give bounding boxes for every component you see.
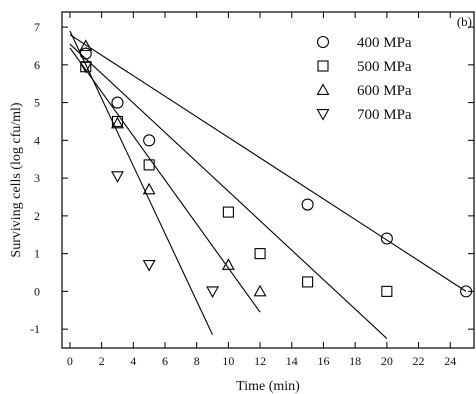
plot-frame-group: [61, 11, 475, 349]
legend-marker: [316, 83, 330, 95]
y-tick-label: -1: [30, 322, 40, 336]
data-point: [381, 285, 393, 297]
legend-label: 700 MPa: [357, 107, 412, 123]
legend-marker: [316, 109, 330, 121]
x-axis: 0 2 4 6 8 10 12 14 16 18 20 22 24: [67, 12, 456, 368]
fit-line: [69, 30, 214, 336]
legend-label: 600 MPa: [357, 83, 412, 99]
data-point: [302, 276, 314, 288]
legend-marker: [317, 60, 329, 72]
y-tick-label: 1: [34, 247, 40, 261]
x-tick-label: 2: [99, 354, 105, 368]
y-axis-title: Surviving cells (log cfu/ml): [9, 102, 24, 257]
data-point: [143, 134, 156, 147]
data-point: [79, 61, 93, 74]
x-tick-label: 18: [349, 354, 361, 368]
plot-frame: [61, 11, 475, 349]
data-point: [301, 198, 314, 211]
fit-line: [69, 47, 261, 313]
y-tick-label: 2: [34, 209, 40, 223]
x-tick-label: 22: [413, 354, 425, 368]
x-tick-label: 4: [130, 354, 136, 368]
y-tick-label: 0: [34, 284, 40, 298]
x-tick-label: 12: [254, 354, 266, 368]
legend: 400 MPa 500 MPa 600 MPa 700 MPa: [316, 35, 412, 123]
x-tick-label: 6: [162, 354, 168, 368]
data-point: [79, 47, 92, 60]
legend-label: 400 MPa: [357, 35, 412, 51]
y-tick-label: 6: [34, 58, 40, 72]
data-point: [111, 96, 124, 109]
data-point: [254, 248, 266, 260]
y-axis: -1 0 1 2 3 4 5 6 7: [30, 20, 474, 336]
data-point: [79, 39, 93, 51]
data-point: [142, 259, 156, 272]
y-tick-label: 4: [34, 133, 40, 147]
data-point: [142, 182, 156, 195]
x-tick-label: 8: [194, 354, 200, 368]
y-tick-label: 5: [34, 96, 40, 110]
data-point: [111, 116, 124, 129]
legend-label: 500 MPa: [357, 59, 412, 75]
data-point: [206, 286, 219, 299]
y-tick-label: 7: [34, 20, 40, 34]
x-tick-label: 10: [222, 354, 234, 368]
data-point: [143, 159, 155, 171]
panel-label: (b): [457, 14, 472, 29]
data-point: [221, 258, 235, 270]
fit-line: [69, 43, 388, 339]
x-tick-label: 14: [286, 354, 298, 368]
data-markers: [79, 39, 473, 299]
data-point: [111, 115, 124, 128]
fit-line: [69, 34, 467, 292]
data-point: [222, 206, 234, 218]
x-tick-label: 16: [317, 354, 329, 368]
legend-marker: [316, 35, 330, 49]
data-point: [111, 171, 124, 183]
y-tick-label: 3: [34, 171, 40, 185]
x-tick-label: 20: [381, 354, 393, 368]
x-tick-label: 0: [67, 354, 73, 368]
data-point: [380, 232, 393, 245]
x-axis-title: Time (min): [236, 379, 300, 394]
fit-lines: [69, 30, 467, 339]
x-tick-label: 24: [444, 354, 456, 368]
data-point: [253, 284, 267, 297]
